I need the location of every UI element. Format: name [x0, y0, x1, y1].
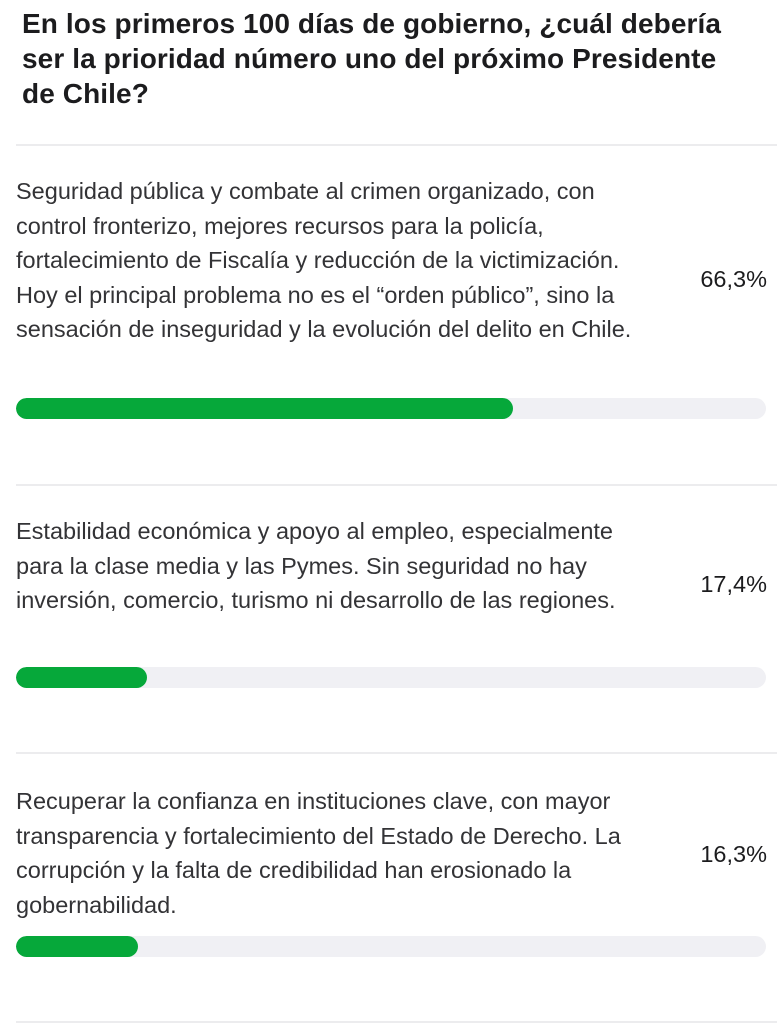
option-percent: 17,4%: [700, 571, 767, 597]
result-bar-track: [16, 398, 766, 419]
result-bar-track: [16, 667, 766, 688]
poll-option-3[interactable]: Recuperar la confianza en instituciones …: [0, 784, 777, 964]
result-bar-fill: [16, 398, 514, 419]
divider: [16, 484, 777, 486]
divider: [16, 1021, 777, 1023]
divider: [16, 144, 777, 146]
result-bar-track: [16, 936, 766, 957]
poll-option-2[interactable]: Estabilidad económica y apoyo al empleo,…: [0, 514, 777, 694]
option-text: Estabilidad económica y apoyo al empleo,…: [16, 518, 616, 613]
result-bar-fill: [16, 667, 147, 688]
option-text: Seguridad pública y combate al crimen or…: [16, 178, 632, 342]
poll-option-1[interactable]: Seguridad pública y combate al crimen or…: [0, 174, 777, 424]
option-percent: 16,3%: [700, 841, 767, 867]
option-text: Recuperar la confianza en instituciones …: [16, 788, 621, 918]
result-bar-fill: [16, 936, 139, 957]
poll-question: En los primeros 100 días de gobierno, ¿c…: [22, 8, 722, 109]
divider: [16, 752, 777, 754]
option-percent: 66,3%: [700, 266, 767, 292]
